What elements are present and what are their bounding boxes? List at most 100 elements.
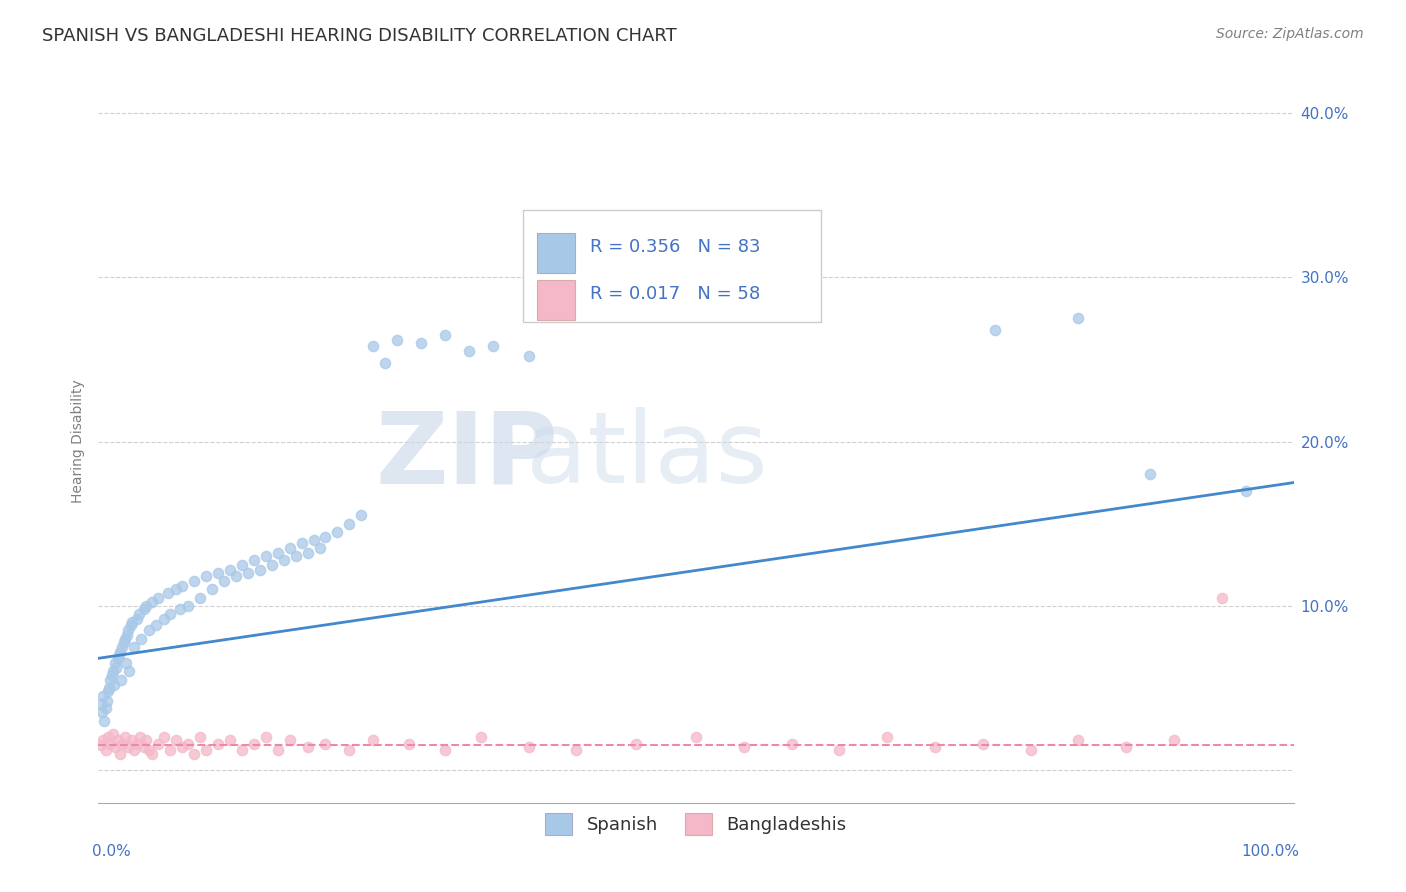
Point bbox=[278, 541, 301, 556]
Point bbox=[972, 737, 994, 751]
Point bbox=[219, 563, 242, 577]
Point bbox=[107, 648, 129, 662]
Point bbox=[100, 667, 122, 681]
Point bbox=[117, 624, 139, 638]
Point bbox=[135, 733, 157, 747]
Point bbox=[91, 733, 114, 747]
Point bbox=[101, 727, 124, 741]
Point bbox=[121, 615, 143, 630]
Point bbox=[207, 566, 229, 580]
Point bbox=[153, 612, 176, 626]
Point bbox=[108, 645, 131, 659]
Point bbox=[183, 574, 205, 588]
Point bbox=[315, 530, 337, 544]
Point bbox=[339, 743, 361, 757]
Point bbox=[177, 737, 200, 751]
Point bbox=[183, 747, 205, 761]
Point bbox=[876, 730, 898, 744]
Point bbox=[177, 599, 200, 613]
Point bbox=[129, 730, 152, 744]
Point bbox=[104, 739, 127, 754]
Point bbox=[159, 743, 181, 757]
Point bbox=[363, 733, 385, 747]
Bar bbox=[537, 233, 575, 273]
Point bbox=[141, 595, 163, 609]
Point bbox=[110, 673, 132, 687]
Text: R = 0.356   N = 83: R = 0.356 N = 83 bbox=[589, 238, 761, 256]
Point bbox=[374, 356, 396, 370]
Point bbox=[111, 640, 134, 654]
Point bbox=[94, 743, 117, 757]
Point bbox=[243, 737, 266, 751]
Point bbox=[117, 739, 139, 754]
Point bbox=[201, 582, 224, 597]
Point bbox=[165, 582, 187, 597]
Text: 100.0%: 100.0% bbox=[1241, 844, 1299, 859]
Point bbox=[159, 607, 181, 621]
Point bbox=[267, 546, 290, 560]
Point bbox=[481, 339, 505, 353]
Point bbox=[138, 743, 160, 757]
Point bbox=[219, 733, 242, 747]
Point bbox=[153, 730, 176, 744]
Point bbox=[112, 635, 135, 649]
Point bbox=[98, 681, 121, 695]
Point bbox=[1139, 467, 1161, 482]
Point bbox=[434, 743, 457, 757]
Point bbox=[165, 733, 187, 747]
Point bbox=[517, 349, 540, 363]
Point bbox=[1067, 733, 1090, 747]
Text: SPANISH VS BANGLADESHI HEARING DISABILITY CORRELATION CHART: SPANISH VS BANGLADESHI HEARING DISABILIT… bbox=[42, 27, 676, 45]
Point bbox=[111, 737, 134, 751]
Point bbox=[169, 602, 191, 616]
Point bbox=[1067, 311, 1090, 326]
Point bbox=[145, 618, 167, 632]
Text: Source: ZipAtlas.com: Source: ZipAtlas.com bbox=[1216, 27, 1364, 41]
Point bbox=[188, 730, 211, 744]
Point bbox=[124, 640, 146, 654]
Point bbox=[260, 558, 283, 572]
Point bbox=[225, 569, 247, 583]
Point bbox=[121, 733, 143, 747]
Text: 0.0%: 0.0% bbox=[93, 844, 131, 859]
Point bbox=[924, 739, 946, 754]
Point bbox=[685, 730, 707, 744]
Point bbox=[195, 569, 218, 583]
Point bbox=[91, 706, 114, 720]
Point bbox=[626, 737, 648, 751]
Point bbox=[411, 336, 433, 351]
Point bbox=[103, 677, 125, 691]
Point bbox=[107, 733, 129, 747]
Point bbox=[98, 673, 122, 687]
Bar bbox=[537, 280, 575, 320]
Point bbox=[135, 599, 157, 613]
Point bbox=[120, 618, 142, 632]
Text: R = 0.017   N = 58: R = 0.017 N = 58 bbox=[589, 285, 759, 303]
Point bbox=[104, 657, 127, 671]
Point bbox=[108, 747, 131, 761]
Point bbox=[297, 546, 319, 560]
Point bbox=[114, 632, 136, 646]
Point bbox=[118, 665, 141, 679]
Point bbox=[984, 323, 1007, 337]
Point bbox=[249, 563, 271, 577]
Point bbox=[470, 730, 492, 744]
Point bbox=[105, 661, 128, 675]
Point bbox=[565, 743, 588, 757]
Point bbox=[339, 516, 361, 531]
Point bbox=[315, 737, 337, 751]
Point bbox=[1163, 733, 1185, 747]
Point bbox=[236, 566, 259, 580]
Point bbox=[97, 730, 120, 744]
Point bbox=[132, 602, 155, 616]
Point bbox=[172, 579, 194, 593]
Point bbox=[828, 743, 851, 757]
Point bbox=[302, 533, 325, 547]
Point bbox=[128, 607, 150, 621]
Point bbox=[148, 737, 170, 751]
Point bbox=[1211, 591, 1233, 605]
Point bbox=[115, 628, 138, 642]
Point bbox=[363, 339, 385, 353]
Y-axis label: Hearing Disability: Hearing Disability bbox=[70, 380, 84, 503]
Point bbox=[207, 737, 229, 751]
